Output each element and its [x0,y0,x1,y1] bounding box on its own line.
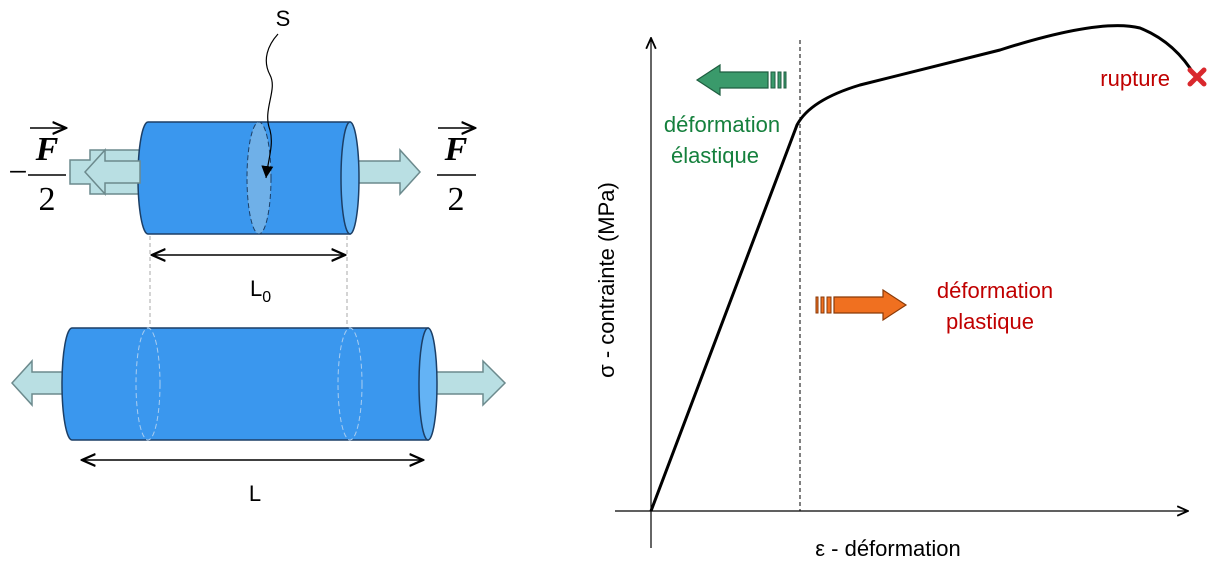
section-trace [337,327,363,441]
length-base: L [250,276,262,301]
force-arrow-left [83,148,141,196]
label-line: plastique [946,309,1034,334]
arrow-tail [783,71,787,89]
section-pointer [261,33,279,179]
label-line: élastique [671,143,759,168]
rupture-mark [1187,67,1207,87]
elastic-label: déformation élastique [664,112,780,168]
label-line: déformation [937,278,1053,303]
force-arrow-right [427,359,507,407]
section-trace [135,327,161,441]
force-denominator: 2 [448,181,465,218]
arrow-tail [820,296,825,314]
stress-strain-curve [649,24,1197,512]
elastic-arrow [695,63,769,97]
length-subscript: 0 [262,289,271,306]
x-axis-label: ε - déformation [815,536,961,561]
arrow-tail [777,71,782,89]
cylinder-end [418,327,438,441]
section [246,121,272,235]
section-label: S [276,6,291,31]
arrow-tail [826,296,832,314]
cylinder-body [137,121,351,235]
plastic-arrow [833,288,908,322]
final-length: L [249,481,261,506]
arrow-tail [770,71,776,89]
arrow-tail [815,296,819,314]
plastic-label: déformation plastique [937,278,1053,334]
cylinder-end [340,121,360,235]
force-sign: − [8,154,27,191]
rupture-label: rupture [1100,66,1170,91]
cylinder-body [61,327,429,441]
top-specimen [69,121,422,235]
force-numerator: F [444,131,468,168]
force-numerator: F [35,131,59,168]
label-line: déformation [664,112,780,137]
initial-length: L0 [250,276,271,306]
force-denominator: 2 [39,181,56,218]
y-axis-label: σ - contrainte (MPa) [594,182,619,378]
